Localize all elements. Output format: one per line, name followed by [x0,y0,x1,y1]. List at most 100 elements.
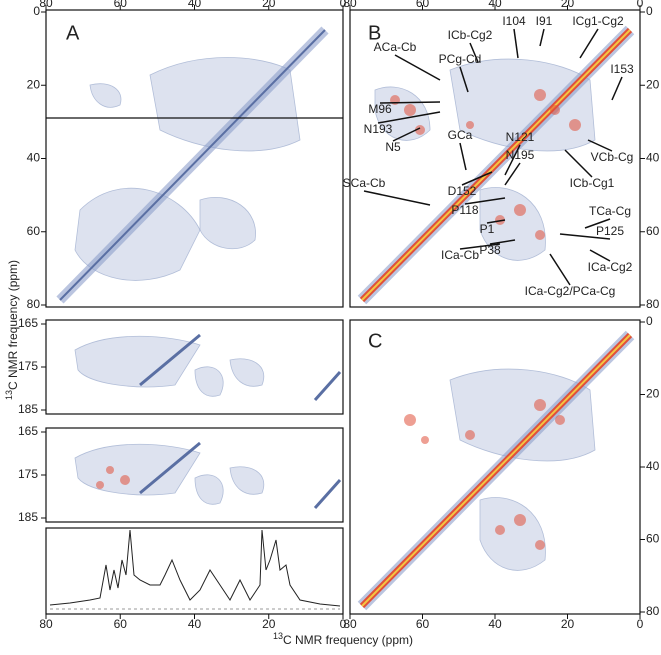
x-tick-label: 60 [416,617,430,631]
peak-label: P1 [480,222,495,236]
contours-c [357,330,635,611]
x-tick-label: 40 [488,0,502,10]
x-tick-label: 0 [340,0,347,10]
trace [49,529,341,610]
trace-panel-frame [45,527,344,615]
pointer [486,219,506,224]
panel-label: B [368,22,381,44]
y-tick-label: 40 [27,151,41,165]
peak-label: N5 [385,140,401,154]
y-tick-label: 40 [646,151,660,165]
peak-label: ICg1-Cg2 [572,14,624,28]
pointer [459,243,501,250]
x-tick-label: 80 [39,0,53,10]
y-tick-label: 80 [646,297,660,311]
peak-label: M96 [368,102,392,116]
carbonyl-contours [74,333,342,509]
peak-label: P118 [451,203,478,217]
pointer [363,190,431,206]
x-tick-label: 60 [114,617,128,631]
y-tick-label: 0 [33,4,40,18]
peak-label: ICa-Cg2 [588,260,633,274]
pointer [549,253,571,286]
x-tick-label: 20 [561,0,575,10]
x-tick-label: 40 [188,0,202,10]
y-tick-label: 20 [27,77,41,91]
label-text: C NMR frequency (ppm) [6,260,20,390]
peak-label: I153 [610,62,634,76]
contours-b [357,25,635,305]
y-tick-label: 40 [646,459,660,473]
y-axis-label: 13C NMR frequency (ppm) [4,260,20,400]
panel-label: C [368,330,382,352]
peak-label: I104 [502,14,526,28]
pointer [504,162,521,186]
y-tick-label: 80 [27,297,41,311]
peak-label: P38 [479,243,501,257]
y-tick-label: 175 [18,467,38,481]
pointer [459,142,467,171]
peak-label: P125 [596,224,624,238]
pointer [392,127,421,142]
y-tick-label: 60 [27,224,41,238]
peak-label: ACa-Cb [374,40,417,54]
pointer [559,233,611,240]
pointer [564,149,593,178]
peak-label: ICa-Cb [441,248,479,262]
peak-label: N193 [364,122,393,136]
peak-label: ICb-Cg2 [448,28,493,42]
x-tick-label: 60 [114,0,128,10]
peak-label: ICb-Cg1 [570,176,615,190]
y-tick-label: 60 [646,532,660,546]
y-tick-label: 185 [18,510,38,524]
x-tick-label: 40 [488,617,502,631]
pointer [459,66,469,93]
peak-label: GCa [448,128,473,142]
pointer [589,249,611,262]
y-tick-label: 0 [646,314,653,328]
pointer [504,144,521,176]
x-tick-label: 60 [416,0,430,10]
x-tick-label: 0 [340,617,347,631]
pointer [461,171,493,186]
x-tick-label: 40 [188,617,202,631]
x-tick-label: 0 [637,617,644,631]
y-tick-label: 185 [18,402,38,416]
y-tick-label: 165 [18,424,38,438]
x-tick-label: 20 [561,617,575,631]
superscript: 13 [273,631,283,641]
pointer [379,101,441,104]
x-tick-label: 80 [343,617,357,631]
pointer [584,218,611,229]
pointer [579,28,599,59]
x-tick-label: 20 [262,617,276,631]
peak-label: PCg-Cd [439,52,482,66]
y-tick-label: 60 [646,224,660,238]
x-tick-label: 80 [343,0,357,10]
pointer [464,197,506,205]
pointer [489,239,516,245]
pointer [394,54,441,81]
peak-label: N121 [506,130,535,144]
x-axis-label: 13C NMR frequency (ppm) [273,631,413,647]
y-tick-label: 20 [646,387,660,401]
y-tick-label: 80 [646,604,660,618]
superscript: 13 [4,390,14,400]
peak-label: TCa-Cg [589,204,631,218]
y-tick-label: 0 [646,4,653,18]
x-tick-label: 0 [637,0,644,10]
pointer [539,28,545,47]
pointer [611,76,623,101]
peak-label: SCa-Cb [343,176,386,190]
peak-label: D152 [448,184,477,198]
panel-label: A [66,22,80,44]
peak-label: I91 [536,14,553,28]
y-tick-label: 175 [18,359,38,373]
pointer [377,111,441,124]
peak-label: N195 [506,148,535,162]
pointer [513,28,519,59]
y-tick-label: 20 [646,77,660,91]
peak-label: ICa-Cg2/PCa-Cg [525,284,616,298]
pointer [587,139,613,152]
